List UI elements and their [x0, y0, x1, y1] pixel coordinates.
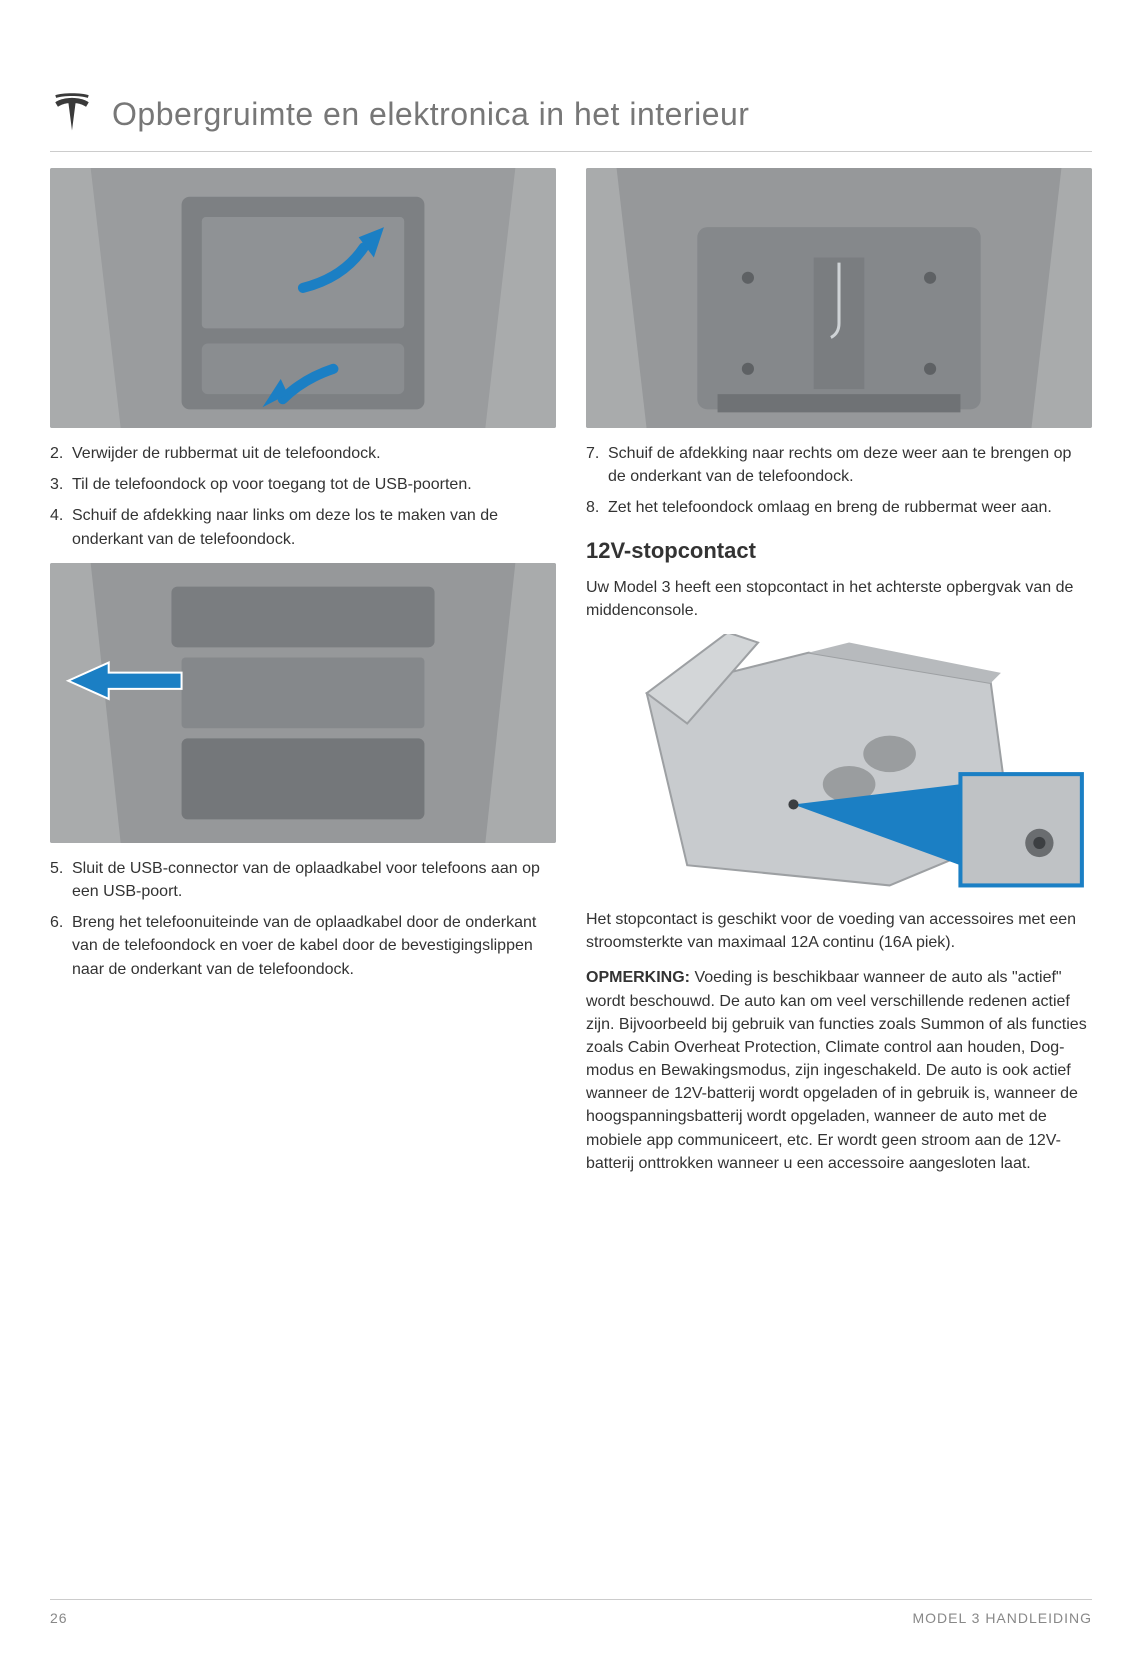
step-item: 6.Breng het telefoonuiteinde van de opla…	[72, 911, 556, 981]
figure-phone-dock-arrows	[50, 168, 556, 428]
step-text: Zet het telefoondock omlaag en breng de …	[608, 499, 1052, 516]
note-label: OPMERKING:	[586, 969, 690, 986]
figure-center-console-12v	[586, 634, 1092, 894]
step-item: 2.Verwijder de rubbermat uit de telefoon…	[72, 442, 556, 465]
figure-dock-underside	[586, 168, 1092, 428]
page-title: Opbergruimte en elektronica in het inter…	[112, 96, 749, 133]
intro-paragraph: Uw Model 3 heeft een stopcontact in het …	[586, 576, 1092, 622]
right-column: 7. Schuif de afdekking naar rechts om dez…	[586, 168, 1092, 1187]
step-number: 5.	[50, 857, 63, 880]
step-text: Sluit de USB-connector van de oplaadkabe…	[72, 860, 540, 900]
figure-dock-slide-left	[50, 563, 556, 843]
tesla-logo-icon	[50, 90, 94, 139]
section-heading-12v: 12V-stopcontact	[586, 538, 1092, 564]
step-number: 3.	[50, 473, 63, 496]
note-paragraph: OPMERKING: Voeding is beschikbaar wannee…	[586, 966, 1092, 1175]
step-text: Schuif de afdekking naar rechts om deze …	[608, 445, 1071, 485]
step-text: Breng het telefoonuiteinde van de oplaad…	[72, 914, 536, 977]
step-number: 6.	[50, 911, 63, 934]
step-text: Schuif de afdekking naar links om deze l…	[72, 507, 498, 547]
step-text: Verwijder de rubbermat uit de telefoondo…	[72, 445, 381, 462]
page-number: 26	[50, 1610, 68, 1626]
doc-title-footer: MODEL 3 HANDLEIDING	[912, 1610, 1092, 1626]
note-body: Voeding is beschikbaar wanneer de auto a…	[586, 969, 1087, 1172]
step-number: 8.	[586, 496, 599, 519]
step-item: 8.Zet het telefoondock omlaag en breng d…	[608, 496, 1092, 519]
step-item: 4.Schuif de afdekking naar links om deze…	[72, 504, 556, 550]
step-text: Til de telefoondock op voor toegang tot …	[72, 476, 472, 493]
step-item: 5.Sluit de USB-connector van de oplaadka…	[72, 857, 556, 903]
content-columns: 2. Verwijder de rubbermat uit de telefoon…	[50, 168, 1092, 1187]
step-item: 7.Schuif de afdekking naar rechts om dez…	[608, 442, 1092, 488]
step-item: 3.Til de telefoondock op voor toegang to…	[72, 473, 556, 496]
steps-list-left-a: 2. Verwijder de rubbermat uit de telefoon…	[50, 442, 556, 551]
manual-page: Opbergruimte en elektronica in het inter…	[0, 0, 1142, 1654]
step-number: 2.	[50, 442, 63, 465]
step-number: 4.	[50, 504, 63, 527]
step-number: 7.	[586, 442, 599, 465]
left-column: 2. Verwijder de rubbermat uit de telefoon…	[50, 168, 556, 1187]
body-paragraph-specs: Het stopcontact is geschikt voor de voed…	[586, 908, 1092, 954]
page-footer: 26 MODEL 3 HANDLEIDING	[50, 1599, 1092, 1626]
steps-list-right-a: 7. Schuif de afdekking naar rechts om dez…	[586, 442, 1092, 520]
page-header: Opbergruimte en elektronica in het inter…	[50, 90, 1092, 152]
steps-list-left-b: 5. Sluit de USB-connector van de oplaadka…	[50, 857, 556, 981]
